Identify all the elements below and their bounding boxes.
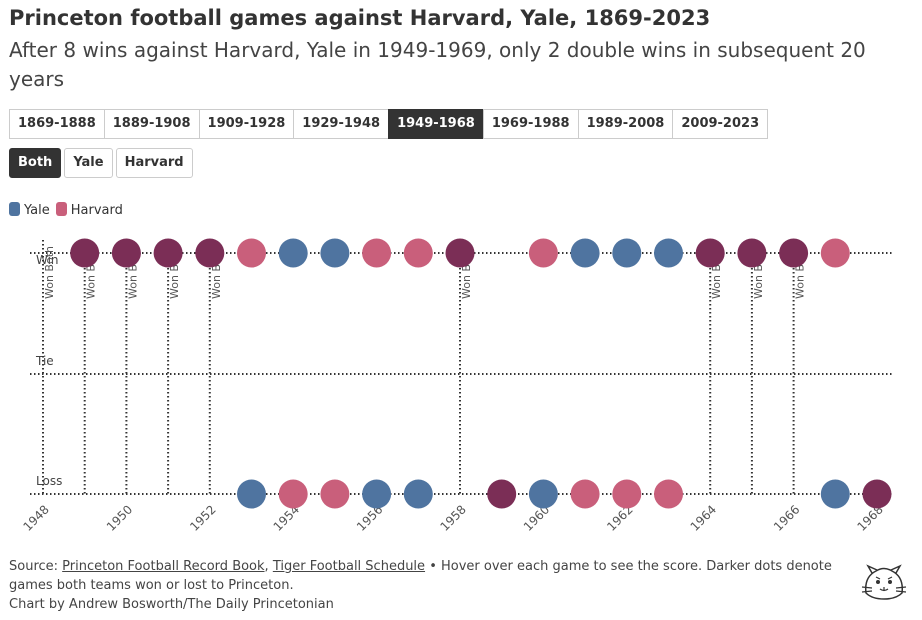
- dot-both[interactable]: [737, 238, 767, 268]
- period-button[interactable]: 2009-2023: [672, 109, 769, 139]
- dot-yale[interactable]: [320, 238, 350, 268]
- legend-label: Yale: [24, 203, 50, 218]
- legend-swatch: [9, 202, 20, 216]
- dot-both[interactable]: [70, 238, 100, 268]
- y-category-label: Tie: [35, 354, 54, 368]
- dot-both[interactable]: [862, 479, 892, 509]
- title: Princeton football games against Harvard…: [9, 6, 711, 30]
- dot-yale[interactable]: [654, 238, 683, 268]
- period-button[interactable]: 1869-1888: [9, 109, 105, 139]
- dot-yale[interactable]: [570, 238, 600, 268]
- dot-both[interactable]: [695, 238, 725, 268]
- dot-harvard[interactable]: [612, 479, 642, 509]
- dot-harvard[interactable]: [237, 238, 266, 268]
- dot-yale[interactable]: [278, 238, 308, 268]
- team-button[interactable]: Yale: [64, 148, 113, 178]
- y-category-label: Loss: [36, 474, 62, 488]
- period-button[interactable]: 1949-1968: [388, 109, 484, 139]
- separator: ,: [264, 559, 269, 574]
- dot-harvard[interactable]: [654, 479, 683, 509]
- dot-harvard[interactable]: [278, 479, 308, 509]
- x-tick-label: 1958: [437, 502, 468, 533]
- team-button[interactable]: Harvard: [115, 148, 193, 178]
- dot-harvard[interactable]: [403, 238, 433, 268]
- annotation-label: Won Both: [43, 246, 56, 299]
- source-link[interactable]: Princeton Football Record Book: [62, 559, 265, 574]
- dot-yale[interactable]: [237, 479, 266, 509]
- footer: Source: Princeton Football Record Book, …: [9, 557, 869, 614]
- legend-label: Harvard: [70, 203, 123, 218]
- dot-harvard[interactable]: [570, 479, 600, 509]
- dot-both[interactable]: [111, 238, 141, 268]
- subtitle: After 8 wins against Harvard, Yale in 19…: [9, 38, 866, 91]
- period-button[interactable]: 1969-1988: [482, 109, 579, 139]
- x-tick-label: 1950: [104, 502, 135, 533]
- dot-both[interactable]: [779, 238, 809, 268]
- dot-both[interactable]: [487, 479, 517, 509]
- dot-harvard[interactable]: [362, 238, 392, 268]
- dot-both[interactable]: [445, 238, 475, 268]
- period-button[interactable]: 1889-1908: [103, 109, 200, 139]
- dot-yale[interactable]: [403, 479, 433, 509]
- period-button[interactable]: 1929-1948: [293, 109, 390, 139]
- note: • Hover over each game to see the score.…: [9, 559, 832, 593]
- legend-item[interactable]: Harvard: [55, 202, 123, 218]
- y-category-label: Win: [36, 253, 59, 267]
- legend-item[interactable]: Yale: [9, 202, 50, 218]
- x-tick-label: 1952: [187, 502, 218, 533]
- source-label: Source:: [9, 559, 59, 574]
- dot-yale[interactable]: [362, 479, 392, 509]
- dot-both[interactable]: [153, 238, 183, 268]
- x-tick-label: 1966: [771, 502, 802, 533]
- source-link[interactable]: Tiger Football Schedule: [272, 559, 426, 574]
- dot-harvard[interactable]: [320, 479, 350, 509]
- dot-both[interactable]: [195, 238, 225, 268]
- legend: Yale Harvard: [9, 202, 129, 218]
- team-buttons: Both Yale Harvard: [9, 148, 196, 178]
- dot-yale[interactable]: [528, 479, 558, 509]
- dot-harvard[interactable]: [820, 238, 850, 268]
- dot-harvard[interactable]: [528, 238, 558, 268]
- legend-swatch: [55, 202, 67, 216]
- period-button[interactable]: 1909-1928: [198, 109, 295, 139]
- period-buttons: 1869-1888 1889-1908 1909-1928 1929-1948 1949…: [9, 109, 769, 139]
- x-tick-label: 1964: [688, 502, 719, 533]
- logo: [861, 564, 907, 600]
- team-button[interactable]: Both: [9, 148, 62, 178]
- period-button[interactable]: 1989-2008: [577, 109, 674, 139]
- dot-yale[interactable]: [820, 479, 850, 509]
- dot-yale[interactable]: [612, 238, 642, 268]
- x-tick-label: 1948: [20, 502, 51, 533]
- credit: Chart by Andrew Bosworth/The Daily Princ…: [9, 597, 334, 612]
